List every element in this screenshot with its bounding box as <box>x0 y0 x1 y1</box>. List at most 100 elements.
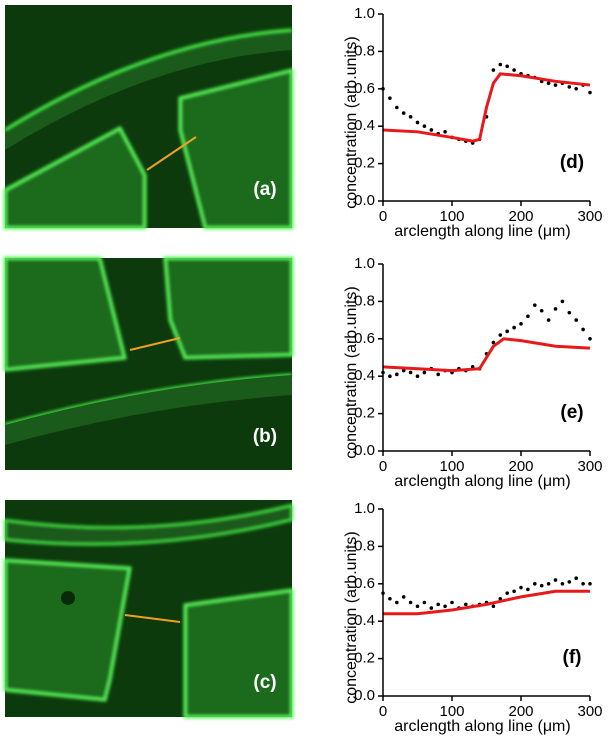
y-tick-label: 0.6 <box>354 80 375 97</box>
data-point <box>388 374 392 379</box>
x-axis-title: arclength along line (μm) <box>394 718 570 735</box>
data-point <box>553 83 558 87</box>
data-point <box>429 606 434 610</box>
panel-label: (f) <box>563 647 582 668</box>
y-tick-label: 0.2 <box>354 405 375 422</box>
y-tick-label: 0.2 <box>354 155 375 172</box>
data-point <box>567 85 572 89</box>
data-point <box>526 587 530 592</box>
data-point <box>395 600 399 605</box>
fit-line <box>382 337 591 373</box>
y-tick-label: 1.0 <box>354 255 375 272</box>
x-tick-label: 200 <box>508 703 533 720</box>
data-point <box>388 96 392 100</box>
data-point <box>464 602 468 607</box>
data-point <box>401 368 406 373</box>
data-point <box>574 576 578 580</box>
y-tick-label: 0.8 <box>354 42 375 59</box>
data-point <box>519 322 523 326</box>
data-point <box>539 583 544 588</box>
x-axis-title: arclength along line (μm) <box>394 223 570 240</box>
data-point <box>401 595 406 599</box>
data-point <box>553 307 558 311</box>
data-point <box>498 62 503 67</box>
data-point <box>588 90 592 95</box>
data-point <box>408 600 413 605</box>
data-point <box>422 370 427 375</box>
y-tick-label: 0.6 <box>354 330 375 347</box>
x-tick-label: 0 <box>379 703 387 720</box>
data-point <box>443 130 447 134</box>
data-point <box>512 68 516 72</box>
y-tick-label: 0.8 <box>354 292 375 309</box>
data-point <box>388 596 392 601</box>
data-point <box>408 115 413 119</box>
data-point <box>429 128 434 132</box>
data-point <box>491 604 496 609</box>
x-tick-label: 300 <box>577 208 602 225</box>
data-point <box>581 582 585 586</box>
data-point <box>546 582 551 586</box>
data-point <box>539 308 544 313</box>
data-point <box>526 314 530 319</box>
data-point <box>443 604 447 609</box>
y-tick-label: 0.0 <box>354 192 375 209</box>
y-tick-label: 0.4 <box>354 612 375 629</box>
panel-label: (a) <box>253 179 276 200</box>
data-point <box>415 120 420 125</box>
x-tick-label: 100 <box>439 208 464 225</box>
data-point <box>491 68 496 72</box>
data-point <box>581 327 585 332</box>
data-point <box>450 600 454 605</box>
data-point <box>533 303 537 307</box>
y-tick-label: 0.0 <box>354 687 375 704</box>
data-point <box>395 105 399 110</box>
data-point <box>505 329 510 334</box>
y-tick-label: 0.0 <box>354 442 375 459</box>
data-point <box>505 64 510 69</box>
x-tick-label: 200 <box>508 208 533 225</box>
fit-line <box>382 72 591 143</box>
fit-line <box>383 589 590 616</box>
x-tick-label: 300 <box>577 703 602 720</box>
panel-label: (e) <box>560 402 583 423</box>
data-point <box>491 340 496 345</box>
y-tick-label: 1.0 <box>354 5 375 22</box>
y-tick-label: 0.4 <box>354 367 375 384</box>
x-tick-label: 100 <box>439 458 464 475</box>
y-tick-label: 0.8 <box>354 537 375 554</box>
data-point <box>574 87 578 91</box>
y-axis-title: concentration (arb.units) <box>343 36 360 209</box>
data-point <box>401 111 406 115</box>
panel-label: (b) <box>253 426 277 447</box>
data-point <box>588 337 592 341</box>
x-tick-label: 200 <box>508 458 533 475</box>
data-point <box>553 578 558 582</box>
data-point <box>436 372 441 377</box>
data-point <box>519 585 523 590</box>
x-tick-label: 0 <box>379 458 387 475</box>
data-point <box>415 604 420 609</box>
y-tick-label: 0.2 <box>354 650 375 667</box>
data-point <box>395 372 399 377</box>
data-point <box>546 318 551 322</box>
data-point <box>422 600 427 605</box>
data-point <box>498 333 503 337</box>
y-axis-title: concentration (arb.units) <box>343 286 360 459</box>
data-point <box>512 325 516 330</box>
y-axis-title: concentration (arb.units) <box>343 531 360 704</box>
x-tick-label: 300 <box>577 458 602 475</box>
data-point <box>546 81 551 85</box>
data-point <box>560 299 565 304</box>
data-point <box>567 580 572 584</box>
micrograph <box>3 500 294 719</box>
x-tick-label: 0 <box>379 208 387 225</box>
data-point <box>574 318 578 322</box>
x-axis-title: arclength along line (μm) <box>394 473 570 490</box>
data-point <box>567 310 572 315</box>
data-point <box>408 370 413 375</box>
data-point <box>533 582 537 586</box>
data-point <box>415 374 420 379</box>
